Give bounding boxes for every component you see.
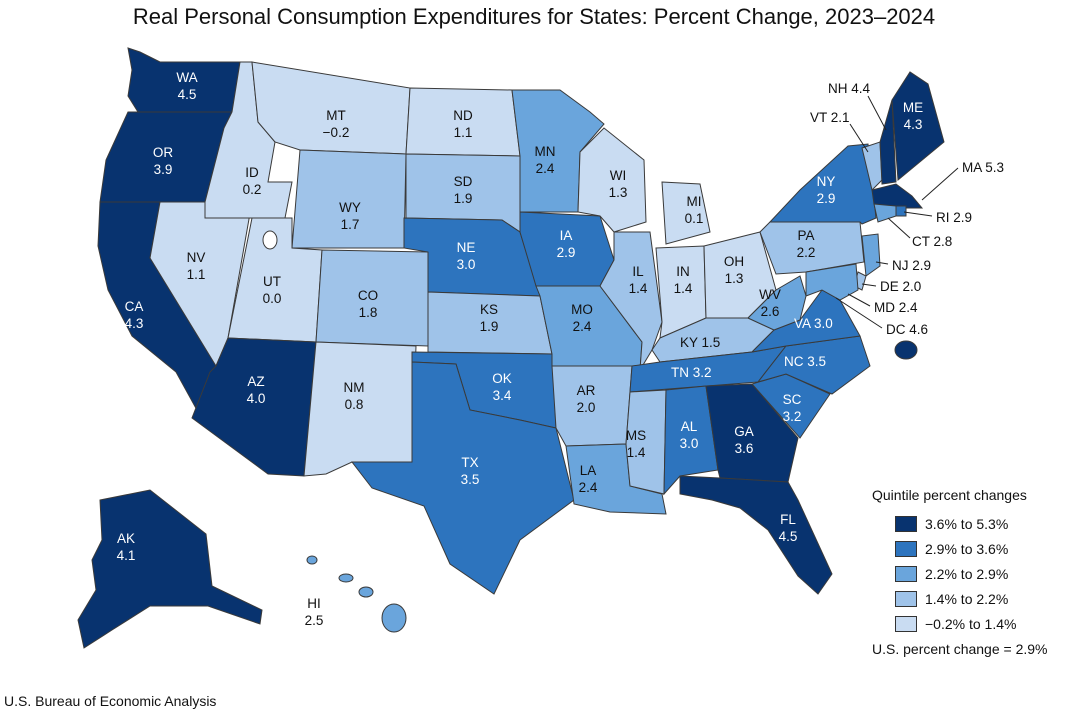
legend-label: −0.2% to 1.4% (925, 616, 1017, 632)
label-MI: MI 0.1 (685, 194, 704, 226)
label-CA: CA 4.3 (125, 299, 144, 331)
label-MN: MN 2.4 (535, 144, 556, 176)
label-WA: WA 4.5 (176, 70, 197, 102)
state-ME[interactable] (891, 71, 945, 182)
label-AL: AL 3.0 (680, 419, 699, 451)
label-WI: WI 1.3 (609, 168, 628, 200)
label-NJ: NJ 2.9 (892, 258, 931, 273)
us-percent-change-note: U.S. percent change = 2.9% (872, 641, 1048, 657)
label-ID: ID 0.2 (243, 165, 262, 197)
label-NY: NY 2.9 (817, 174, 836, 206)
callout-leader-lines (835, 95, 959, 329)
label-AR: AR 2.0 (577, 383, 596, 415)
legend-swatch (895, 541, 917, 557)
label-DC: DC 4.6 (886, 322, 928, 337)
map-title: Real Personal Consumption Expenditures f… (132, 4, 936, 29)
state-WY[interactable] (291, 149, 407, 249)
label-SC: SC 3.2 (783, 392, 802, 424)
label-MS: MS 1.4 (626, 428, 646, 460)
label-MO: MO 2.4 (571, 302, 593, 334)
label-TX: TX 3.5 (461, 455, 480, 487)
label-SD: SD 1.9 (454, 174, 473, 206)
label-OR: OR 3.9 (153, 145, 174, 177)
state-CT[interactable] (873, 203, 897, 223)
label-KS: KS 1.9 (480, 302, 499, 334)
legend-title: Quintile percent changes (872, 487, 1027, 503)
label-GA: GA 3.6 (734, 424, 754, 456)
label-PA: PA 2.2 (797, 228, 816, 260)
label-MA: MA 5.3 (962, 160, 1004, 175)
legend-item: 2.9% to 3.6% (895, 540, 1008, 558)
state-NJ[interactable] (861, 233, 881, 277)
legend-swatch (895, 591, 917, 607)
label-RI: RI 2.9 (936, 210, 972, 225)
state-MI[interactable] (661, 181, 711, 245)
label-NM: NM 0.8 (344, 380, 365, 412)
legend-label: 2.2% to 2.9% (925, 566, 1009, 582)
label-CT: CT 2.8 (912, 234, 952, 249)
legend-item: 3.6% to 5.3% (895, 515, 1008, 533)
legend-item: 1.4% to 2.2% (895, 590, 1008, 608)
legend-item: −0.2% to 1.4% (895, 615, 1016, 633)
label-VA: VA 3.0 (794, 316, 833, 331)
state-TX[interactable] (350, 361, 575, 595)
legend-swatch (895, 566, 917, 582)
state-MD[interactable] (805, 263, 859, 301)
label-MT: MT −0.2 (323, 108, 350, 140)
label-HI: HI 2.5 (305, 596, 324, 628)
label-TN: TN 3.2 (671, 365, 712, 380)
great-salt-lake-shape (262, 230, 278, 250)
label-OH: OH 1.3 (724, 254, 744, 286)
label-NE: NE 3.0 (457, 240, 476, 272)
state-RI[interactable] (895, 205, 907, 217)
label-AZ: AZ 4.0 (247, 374, 266, 406)
state-MS[interactable] (625, 389, 667, 495)
label-NH: NH 4.4 (828, 81, 871, 96)
legend-label: 1.4% to 2.2% (925, 591, 1009, 607)
us-states-map: WA 4.5 OR 3.9 CA 4.3 NV 1.1 ID 0.2 MT −0.2 WY 1… (77, 47, 1004, 649)
source-credit: U.S. Bureau of Economic Analysis (4, 693, 217, 709)
label-LA: LA 2.4 (579, 463, 598, 495)
state-WI[interactable] (577, 127, 647, 233)
label-OK: OK 3.4 (492, 371, 512, 403)
label-NC: NC 3.5 (784, 354, 826, 369)
label-IA: IA 2.9 (557, 228, 576, 260)
label-IL: IL 1.4 (629, 264, 648, 296)
state-AL[interactable] (663, 385, 719, 496)
label-ND: ND 1.1 (453, 108, 473, 140)
label-IN: IN 1.4 (674, 264, 693, 296)
label-KY: KY 1.5 (680, 335, 720, 350)
label-UT: UT 0.0 (263, 274, 282, 306)
label-FL: FL 4.5 (779, 512, 798, 544)
legend-label: 3.6% to 5.3% (925, 516, 1009, 532)
label-ME: ME 4.3 (903, 100, 923, 132)
label-VT: VT 2.1 (810, 110, 850, 125)
legend-label: 2.9% to 3.6% (925, 541, 1009, 557)
legend-item: 2.2% to 2.9% (895, 565, 1008, 583)
label-CO: CO 1.8 (358, 288, 378, 320)
state-AK[interactable] (77, 489, 263, 649)
state-NH[interactable] (879, 99, 897, 185)
state-HI[interactable] (306, 555, 407, 633)
state-DC[interactable] (894, 340, 918, 360)
state-VA[interactable] (750, 289, 861, 353)
state-labels: WA 4.5 OR 3.9 CA 4.3 NV 1.1 ID 0.2 MT −0.2 WY 1… (117, 70, 1004, 628)
label-NV: NV 1.1 (187, 250, 206, 282)
state-FL[interactable] (679, 475, 833, 595)
label-AK: AK 4.1 (117, 531, 136, 563)
legend-swatch (895, 516, 917, 532)
label-DE: DE 2.0 (880, 279, 921, 294)
legend-swatch (895, 616, 917, 632)
label-WV: WV 2.6 (759, 287, 781, 319)
label-WY: WY 1.7 (339, 200, 361, 232)
label-MD: MD 2.4 (874, 300, 918, 315)
